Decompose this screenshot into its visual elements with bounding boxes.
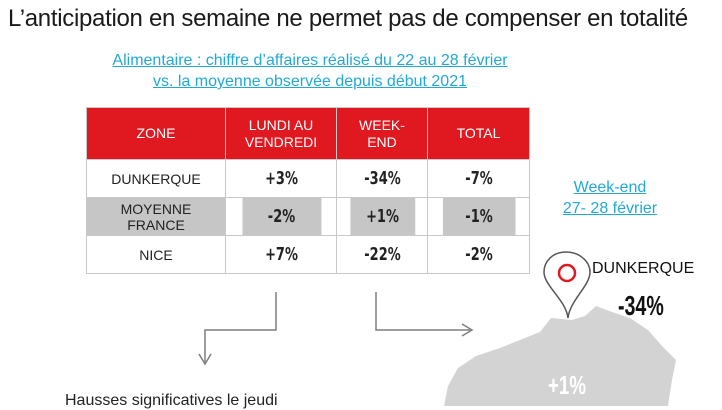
zone-cell: NICE xyxy=(86,235,226,274)
header-weekday: LUNDI AU VENDREDI xyxy=(225,107,337,160)
header-weekend: WEEK-END xyxy=(336,107,428,160)
weekend-arrow-head xyxy=(461,323,474,337)
weekend-cell: -22% xyxy=(348,235,416,274)
header-total: TOTAL xyxy=(427,107,530,160)
france-map-shape xyxy=(444,306,676,406)
map-pin-ring xyxy=(557,263,577,283)
table-header-row: ZONE LUNDI AU VENDREDI WEEK-END TOTAL xyxy=(86,107,530,160)
map-pin xyxy=(543,251,591,319)
weekday-arrow-head xyxy=(198,353,212,366)
weekend-link[interactable]: Week-end 27- 28 février xyxy=(555,177,665,219)
total-cell: -1% xyxy=(441,197,516,236)
weekday-cell: +7% xyxy=(240,235,322,274)
total-cell: -2% xyxy=(441,235,516,274)
subtitle-line-2[interactable]: vs. la moyenne observée depuis début 202… xyxy=(153,73,467,90)
weekday-cell: +3% xyxy=(240,159,322,198)
sales-table: ZONE LUNDI AU VENDREDI WEEK-END TOTAL DU… xyxy=(86,107,530,274)
zone-cell: DUNKERQUE xyxy=(86,159,226,198)
weekend-link-line-1[interactable]: Week-end xyxy=(573,179,647,196)
weekend-cell: -34% xyxy=(348,159,416,198)
zone-cell: MOYENNE FRANCE xyxy=(86,197,226,236)
table-subtitle[interactable]: Alimentaire : chiffre d’affaires réalisé… xyxy=(40,50,580,92)
weekend-link-line-2[interactable]: 27- 28 février xyxy=(562,200,658,217)
dunkerque-map-value: -34% xyxy=(618,290,664,321)
table-row: MOYENNE FRANCE -2% +1% -1% xyxy=(86,197,530,236)
total-cell: -7% xyxy=(441,159,516,198)
weekend-connector-line xyxy=(375,292,470,331)
table-row: NICE +7% -22% -2% xyxy=(86,235,530,274)
weekend-cell: +1% xyxy=(348,197,416,236)
subtitle-line-1[interactable]: Alimentaire : chiffre d’affaires réalisé… xyxy=(112,52,508,69)
page-title: L’anticipation en semaine ne permet pas … xyxy=(8,5,688,32)
weekday-connector-line xyxy=(204,292,277,362)
dunkerque-map-label: DUNKERQUE xyxy=(592,260,695,277)
table-row: DUNKERQUE +3% -34% -7% xyxy=(86,159,530,198)
france-map-value: +1% xyxy=(548,370,586,400)
bottom-note: Hausses significatives le jeudi xyxy=(65,392,278,409)
